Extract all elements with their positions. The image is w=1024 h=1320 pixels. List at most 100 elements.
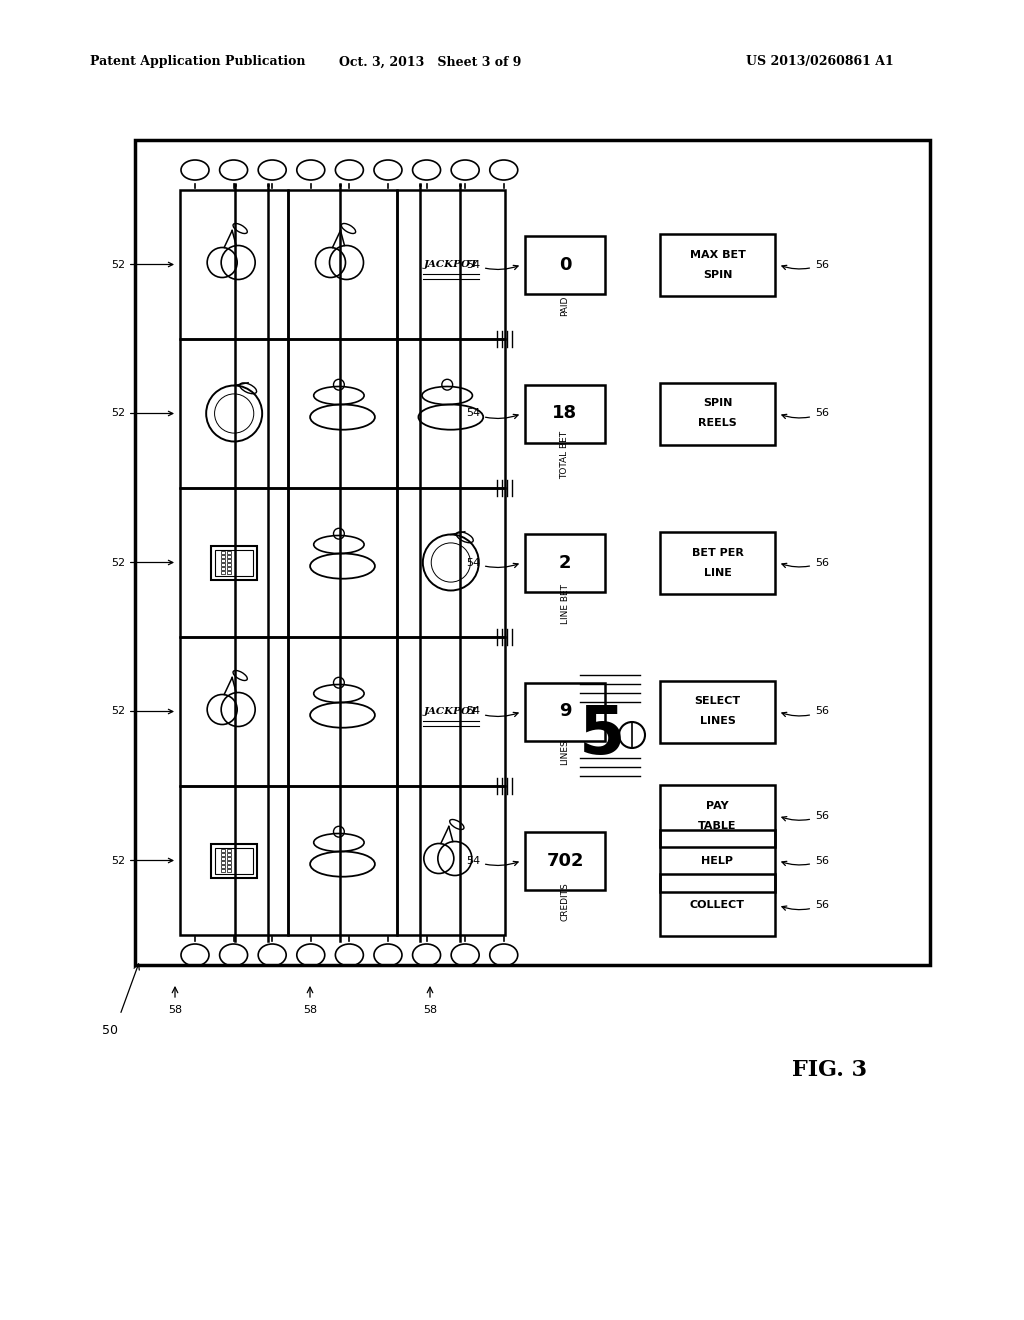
Bar (660, 532, 775, 594)
Text: LINE: LINE (703, 568, 731, 578)
Text: 56: 56 (782, 810, 829, 821)
Bar (180, 638, 289, 785)
Text: 52: 52 (111, 706, 173, 717)
Bar (180, 488, 289, 638)
Text: MAX BET: MAX BET (689, 249, 745, 260)
Text: HELP: HELP (701, 855, 733, 866)
Text: 702: 702 (546, 851, 584, 870)
Text: Oct. 3, 2013   Sheet 3 of 9: Oct. 3, 2013 Sheet 3 of 9 (339, 55, 521, 69)
Text: SPIN: SPIN (702, 269, 732, 280)
Bar (660, 874, 775, 936)
Bar (221, 865, 225, 869)
Text: 56: 56 (782, 260, 829, 269)
Bar (227, 869, 231, 873)
Bar (660, 829, 775, 891)
Text: 52: 52 (111, 408, 173, 418)
Bar (180, 190, 289, 339)
Text: 54: 54 (466, 260, 518, 269)
Text: SPIN: SPIN (702, 399, 732, 408)
Text: 56: 56 (782, 855, 829, 866)
Bar (221, 857, 225, 861)
Bar (135, 140, 930, 965)
Bar (660, 681, 775, 742)
Bar (289, 339, 396, 488)
Bar (396, 339, 505, 488)
Bar (227, 564, 231, 566)
Text: 56: 56 (782, 706, 829, 717)
Bar (289, 190, 396, 339)
Text: SELECT: SELECT (694, 697, 740, 706)
Bar (660, 785, 775, 847)
Text: 54: 54 (466, 408, 518, 418)
Text: COLLECT: COLLECT (690, 900, 745, 911)
Text: TABLE: TABLE (698, 821, 736, 830)
Bar (289, 785, 396, 935)
Bar (227, 572, 231, 574)
Bar (227, 861, 231, 865)
Bar (221, 558, 225, 562)
Bar (227, 558, 231, 562)
Text: TOTAL BET: TOTAL BET (560, 430, 569, 479)
Bar (227, 865, 231, 869)
Bar (221, 869, 225, 873)
Bar (660, 383, 775, 445)
Text: PAID: PAID (560, 296, 569, 315)
Text: PAY: PAY (707, 801, 729, 810)
Text: US 2013/0260861 A1: US 2013/0260861 A1 (746, 55, 894, 69)
Text: 56: 56 (782, 900, 829, 911)
Text: JACKPOT: JACKPOT (424, 260, 478, 269)
Text: 58: 58 (303, 1005, 317, 1015)
Bar (525, 384, 605, 442)
Bar (221, 572, 225, 574)
Bar (396, 785, 505, 935)
Bar (227, 853, 231, 855)
Bar (289, 488, 396, 638)
Text: 56: 56 (782, 408, 829, 418)
Bar (396, 488, 505, 638)
Bar (396, 638, 505, 785)
Bar (221, 564, 225, 566)
Text: 2: 2 (559, 553, 571, 572)
Bar (211, 843, 257, 878)
Bar (180, 339, 289, 488)
Bar (227, 849, 231, 851)
Text: FIG. 3: FIG. 3 (793, 1059, 867, 1081)
Text: 58: 58 (423, 1005, 437, 1015)
Text: 52: 52 (111, 855, 173, 866)
Text: 54: 54 (466, 855, 518, 866)
Text: 52: 52 (111, 260, 173, 269)
Bar (289, 638, 396, 785)
Bar (221, 861, 225, 865)
Text: REELS: REELS (698, 418, 737, 429)
Text: 0: 0 (559, 256, 571, 273)
Bar (221, 568, 225, 570)
Bar (525, 682, 605, 741)
Bar (180, 785, 289, 935)
Text: LINE BET: LINE BET (560, 583, 569, 623)
Bar (211, 545, 257, 579)
Bar (221, 853, 225, 855)
Text: 50: 50 (102, 1023, 118, 1036)
Text: LINES: LINES (699, 717, 735, 726)
Bar (660, 234, 775, 296)
Text: 58: 58 (168, 1005, 182, 1015)
Bar (215, 847, 253, 874)
Bar (525, 235, 605, 293)
Text: 56: 56 (782, 557, 829, 568)
Bar (221, 554, 225, 558)
Bar (525, 533, 605, 591)
Text: Patent Application Publication: Patent Application Publication (90, 55, 305, 69)
Text: 54: 54 (466, 706, 518, 717)
Text: JACKPOT: JACKPOT (424, 708, 478, 715)
Text: CREDITS: CREDITS (560, 882, 569, 921)
Bar (227, 857, 231, 861)
Text: 52: 52 (111, 557, 173, 568)
Bar (525, 832, 605, 890)
Text: LINES: LINES (560, 739, 569, 766)
Text: 54: 54 (466, 557, 518, 568)
Text: BET PER: BET PER (691, 548, 743, 557)
Bar (396, 190, 505, 339)
Bar (227, 550, 231, 554)
Bar (215, 549, 253, 576)
Text: 9: 9 (559, 702, 571, 721)
